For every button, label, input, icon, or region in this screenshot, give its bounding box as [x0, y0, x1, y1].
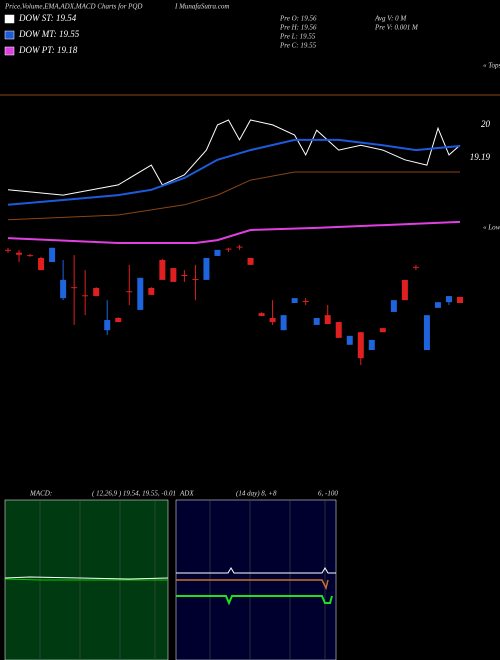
candle-body: [291, 298, 298, 303]
candle-body: [434, 302, 441, 308]
candle-body: [192, 279, 199, 281]
candle-body: [280, 315, 287, 331]
candle-body: [379, 328, 386, 333]
candle-body: [137, 277, 144, 310]
y-tick-label: 20: [481, 119, 491, 129]
candle-body: [60, 279, 67, 299]
candle-body: [357, 332, 364, 359]
indicator-line: [7, 220, 461, 244]
candle-body: [423, 315, 430, 351]
legend-label: DOW PT: 19.18: [18, 45, 78, 55]
tops-label: « Tops: [483, 62, 500, 70]
candle-body: [324, 315, 331, 325]
candle-body: [27, 255, 34, 257]
candle-body: [346, 335, 353, 345]
candle-body: [368, 339, 375, 351]
quote: Pre L: 19.55: [279, 33, 316, 41]
volume: Pre V: 0.001 M: [374, 24, 419, 32]
lows-label: « Lows: [483, 224, 500, 232]
indicator-line: [7, 138, 461, 206]
candle-body: [412, 266, 419, 268]
candle-body: [93, 287, 100, 297]
y-tick-label: 19.19: [470, 152, 491, 162]
candle-body: [335, 322, 342, 338]
adx-line: [176, 567, 336, 574]
macd-values: ( 12,26,9 ) 19.54, 19.55, -0.01: [92, 490, 176, 498]
candle-body: [457, 296, 463, 303]
candle-body: [445, 296, 452, 303]
candle-body: [38, 257, 45, 271]
chart-title: Price,Volume,EMA,ADX,MACD Charts for PQD: [4, 3, 142, 11]
legend-label: DOW MT: 19.55: [18, 29, 80, 39]
candle-body: [390, 300, 397, 312]
candle-body: [5, 249, 11, 251]
site-name: I MunafaSutra.com: [174, 3, 229, 11]
adx-extra: 6, -100: [318, 490, 338, 498]
candle-body: [159, 259, 166, 280]
candle-body: [258, 313, 265, 316]
candle-body: [170, 268, 177, 282]
candle-body: [269, 318, 276, 323]
adx-label: ADX: [179, 490, 194, 498]
candle-body: [225, 248, 232, 250]
macd-signal: [4, 578, 168, 581]
indicator-line: [7, 171, 460, 221]
candle-body: [181, 275, 188, 276]
candle-body: [148, 287, 155, 295]
candle-body: [236, 246, 243, 248]
candle-body: [247, 257, 254, 265]
candle-body: [401, 279, 408, 301]
quote: Pre C: 19.55: [279, 42, 317, 50]
di-plus: [176, 595, 333, 606]
candle-body: [203, 257, 210, 280]
quote: Pre O: 19.56: [279, 15, 317, 23]
candle-body: [313, 318, 320, 325]
candle-body: [302, 300, 309, 302]
di-minus: [176, 579, 329, 591]
legend-swatch: [4, 46, 15, 56]
legend-swatch: [4, 30, 15, 40]
volume: Avg V: 0 M: [374, 15, 407, 23]
candle-body: [126, 291, 133, 293]
macd-label: MACD:: [29, 490, 52, 498]
candle-body: [104, 320, 111, 331]
candle-body: [115, 318, 122, 323]
candle-body: [71, 287, 78, 289]
legend-label: DOW ST: 19.54: [18, 13, 77, 23]
legend-swatch: [4, 14, 15, 24]
adx-values: (14 day) 8, +8: [236, 490, 277, 498]
candle-body: [49, 247, 56, 263]
candle-body: [16, 252, 23, 255]
candle-body: [82, 295, 89, 297]
macd-line: [4, 576, 169, 580]
candle-body: [214, 249, 221, 256]
quote: Pre H: 19.56: [279, 24, 317, 32]
indicator-line: [7, 119, 461, 196]
